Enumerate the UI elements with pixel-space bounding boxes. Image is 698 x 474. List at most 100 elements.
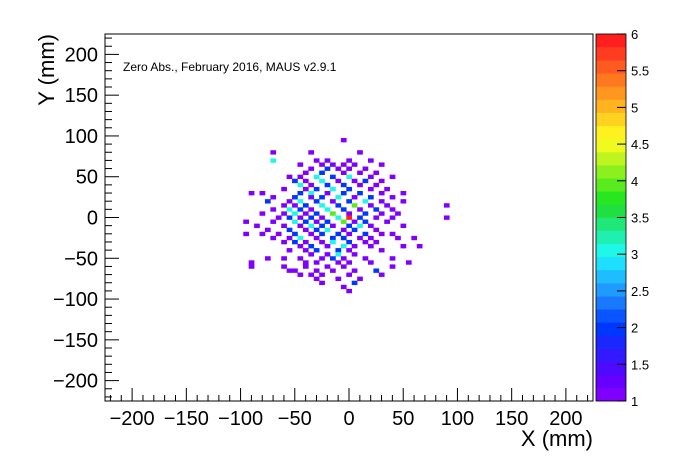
color-scale-swatch — [596, 230, 626, 245]
heatmap-bin — [378, 178, 385, 184]
y-axis: −200 −150 −100 −50 0 50 100 150 200 — [53, 37, 119, 398]
heatmap-bin — [270, 150, 277, 155]
heatmap-bin — [389, 264, 396, 269]
heatmap-bin — [319, 162, 325, 167]
heatmap-bin — [302, 239, 309, 245]
heatmap-bin — [302, 248, 309, 253]
color-scale-swatch — [596, 178, 626, 192]
heatmap-bin — [367, 260, 374, 265]
heatmap-bin — [357, 215, 363, 220]
heatmap-bin — [324, 219, 331, 224]
color-scale-swatch — [596, 73, 626, 87]
heatmap-bin — [335, 260, 342, 265]
heatmap-bin — [346, 215, 353, 220]
heatmap-bin — [389, 256, 396, 261]
heatmap-bin — [389, 215, 396, 220]
heatmap-bin — [324, 158, 331, 163]
heatmap-bin — [400, 223, 407, 228]
heatmap-bin — [335, 252, 342, 257]
y-tick-label: 50 — [76, 167, 98, 189]
heatmap-bin — [378, 211, 385, 216]
heatmap-bin — [384, 186, 390, 192]
heatmap-bin — [389, 174, 396, 180]
color-scale-tick-label: 2 — [631, 321, 638, 336]
heatmap-bin — [330, 235, 336, 241]
heatmap-bin — [395, 211, 401, 216]
color-scale-swatch — [596, 60, 626, 74]
x-tick-label: 100 — [441, 408, 474, 430]
heatmap-bin — [319, 170, 325, 175]
x-axis-label: X (mm) — [521, 426, 593, 451]
heatmap-bin — [292, 239, 298, 245]
heatmap-bin — [384, 203, 390, 208]
color-scale-swatch — [596, 204, 626, 218]
heatmap-bin — [319, 256, 325, 261]
heatmap-bin — [313, 235, 320, 241]
heatmap-bin — [335, 248, 342, 253]
heatmap-bin — [362, 219, 369, 224]
heatmap-bin — [281, 186, 287, 192]
heatmap-bin — [308, 252, 315, 257]
heatmap-bin — [346, 158, 353, 163]
heatmap-bin — [335, 231, 342, 237]
heatmap-bin — [443, 203, 450, 208]
heatmap-bin — [313, 219, 320, 224]
heatmap-bin — [411, 235, 418, 241]
heatmap-bin — [367, 174, 374, 180]
heatmap-bin — [248, 260, 255, 265]
heatmap-bin — [324, 252, 331, 257]
heatmap-bin — [346, 288, 353, 294]
heatmap-bin — [384, 219, 390, 224]
heatmap-bin — [340, 264, 347, 269]
heatmap-bin — [373, 239, 380, 245]
heatmap-bin — [292, 178, 298, 184]
heatmap-bin — [297, 272, 304, 277]
heatmap-bin — [357, 235, 363, 241]
heatmap-bin — [324, 166, 331, 171]
heatmap-bin — [346, 239, 353, 245]
heatmap-bin — [346, 231, 353, 237]
x-tick-label: 150 — [495, 408, 528, 430]
heatmap-bin — [297, 235, 304, 241]
heatmap-bin — [286, 248, 293, 253]
heatmap-bin — [259, 190, 266, 196]
color-scale-swatch — [596, 47, 626, 61]
heatmap-bin — [281, 203, 287, 208]
heatmap-bin — [308, 190, 315, 196]
heatmap-bin — [297, 182, 304, 188]
color-scale-swatch — [596, 374, 626, 389]
heatmap-bin — [302, 260, 309, 265]
heatmap-bin — [395, 235, 401, 241]
heatmap-bin — [362, 166, 369, 171]
y-tick-label: −200 — [53, 371, 98, 393]
heatmap-bin — [308, 244, 315, 249]
heatmap-bin — [297, 207, 304, 212]
heatmap-bin — [286, 268, 293, 273]
heatmap-bin — [313, 248, 320, 253]
heatmap-bin — [313, 268, 320, 273]
color-scale-swatch — [596, 112, 626, 127]
heatmap-bin — [308, 207, 315, 212]
color-scale-swatch — [596, 361, 626, 376]
heatmap-bin — [346, 199, 353, 204]
heatmap-bin — [308, 223, 315, 228]
heatmap-bin — [281, 256, 287, 261]
heatmap-bin — [308, 166, 315, 171]
heatmap-bin — [270, 207, 277, 212]
heatmap-bin — [362, 178, 369, 184]
heatmap-bin — [367, 235, 374, 241]
heatmap-bin — [335, 203, 342, 208]
color-scale-tick-label: 4.5 — [631, 137, 649, 152]
heatmap-bin — [324, 244, 331, 249]
y-tick-label: 0 — [87, 208, 98, 230]
heatmap-bin — [346, 272, 353, 277]
heatmap-bin — [340, 244, 347, 249]
color-scale-swatch — [596, 125, 626, 140]
heatmap-bin — [351, 280, 358, 286]
color-scale-swatch — [596, 322, 626, 336]
color-scale-swatch — [596, 165, 626, 179]
heatmap-bin — [357, 276, 363, 282]
heatmap-bin — [367, 223, 374, 228]
heatmap-bin — [254, 223, 260, 228]
heatmap-bin — [378, 199, 385, 204]
